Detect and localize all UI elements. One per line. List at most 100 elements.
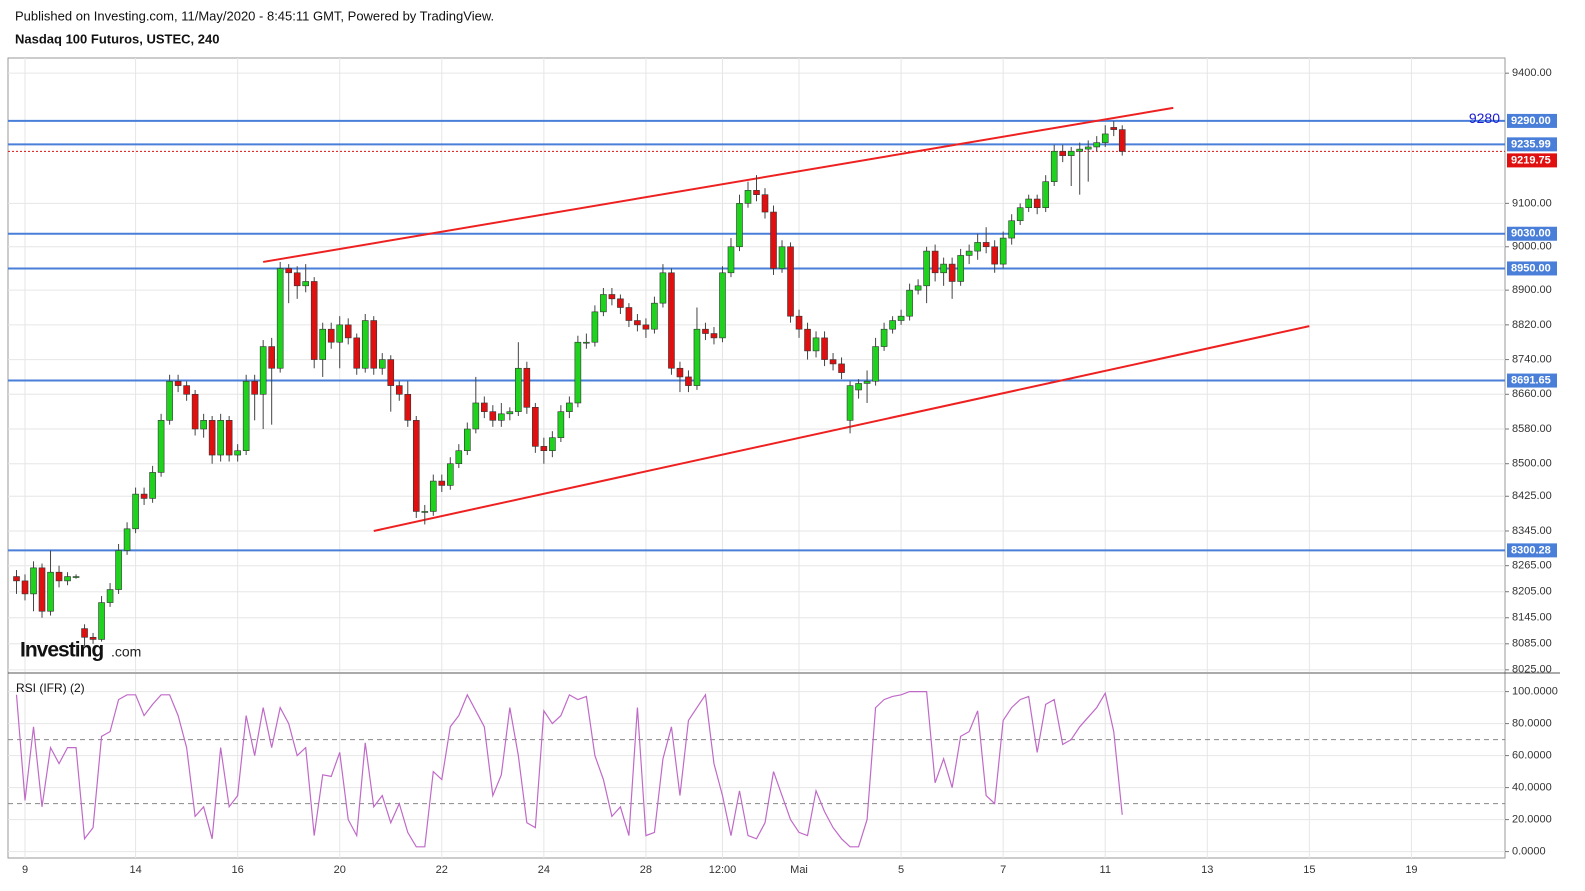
level-label: 9030.00	[1511, 228, 1551, 240]
candle-body	[982, 242, 990, 248]
y-tick-label: 8265.00	[1512, 560, 1552, 572]
candle-body	[395, 385, 403, 395]
candle-body	[81, 628, 88, 638]
candle-body	[1025, 198, 1032, 209]
candle-body	[651, 302, 658, 330]
candle-body	[778, 246, 786, 269]
candle-body	[1101, 133, 1109, 143]
y-tick-label: 8425.00	[1512, 490, 1552, 502]
candle-body	[872, 346, 879, 382]
candle-body	[685, 376, 692, 386]
candle-body	[208, 420, 216, 456]
y-tick-label: 80.0000	[1512, 718, 1552, 730]
candle-body	[736, 203, 743, 248]
candle-body	[540, 446, 548, 451]
candle-body	[710, 333, 718, 339]
candle-body	[761, 194, 769, 213]
candle-body	[157, 420, 165, 473]
candle-body	[242, 380, 250, 451]
level-label: 9235.99	[1511, 138, 1551, 150]
candle-body	[1059, 150, 1067, 156]
level-tag	[1507, 373, 1557, 388]
candle-body	[217, 420, 224, 456]
x-tick-label: 20	[334, 864, 346, 876]
candle-body	[617, 298, 624, 308]
candle-body	[38, 567, 46, 612]
candle-body	[625, 307, 633, 321]
y-tick-label: 8820.00	[1512, 319, 1552, 331]
candle-body	[668, 272, 675, 369]
candle-body	[98, 602, 105, 640]
candle-body	[957, 255, 964, 282]
candle-body	[378, 359, 386, 369]
level-label: 9290.00	[1511, 115, 1551, 127]
candle-body	[276, 268, 284, 369]
candle-body	[948, 263, 956, 282]
y-tick-label: 9400.00	[1512, 67, 1552, 79]
candle-body	[30, 567, 37, 595]
candle-body	[829, 359, 837, 365]
candle-body	[455, 450, 463, 465]
candle-body	[336, 324, 344, 343]
candle-body	[140, 493, 148, 499]
candle-body	[1033, 198, 1041, 209]
y-tick-label: 9000.00	[1512, 241, 1552, 253]
candle-body	[21, 580, 29, 595]
candle-body	[1110, 127, 1118, 130]
candle-body	[1042, 181, 1049, 209]
candle-body	[557, 411, 565, 438]
y-tick-label: 8580.00	[1512, 423, 1552, 435]
candle-body	[1050, 150, 1058, 182]
candle-body	[931, 250, 939, 274]
candle-body	[370, 320, 378, 369]
candle-body	[770, 211, 777, 269]
x-tick-label: 7	[1000, 864, 1006, 876]
trendline	[373, 325, 1310, 532]
last-price-tag	[1507, 153, 1557, 168]
candle-body	[183, 385, 190, 395]
candle-body	[753, 190, 760, 195]
x-tick-label: 9	[22, 864, 28, 876]
candle-body	[583, 341, 590, 344]
level-label: 8950.00	[1511, 262, 1551, 274]
candle-body	[1093, 142, 1101, 148]
logo-suffix: .com	[111, 644, 141, 660]
candle-body	[846, 385, 854, 421]
candle-body	[64, 576, 71, 582]
candle-body	[89, 636, 97, 640]
rsi-line	[15, 691, 1123, 848]
candle-body	[863, 380, 871, 384]
x-tick-label: 12:00	[709, 864, 737, 876]
candle-body	[787, 246, 794, 317]
y-tick-label: 9100.00	[1512, 197, 1552, 209]
candle-body	[13, 576, 20, 582]
y-tick-label: 8660.00	[1512, 388, 1552, 400]
candle-body	[412, 420, 420, 512]
y-tick-label: 0.0000	[1512, 846, 1546, 858]
candle-body	[72, 576, 80, 578]
x-tick-label: 15	[1303, 864, 1315, 876]
candle-body	[1084, 146, 1092, 150]
x-tick-label: Mai	[790, 864, 808, 876]
y-tick-label: 8500.00	[1512, 458, 1552, 470]
candle-body	[464, 428, 471, 451]
candle-body	[498, 413, 505, 421]
candle-body	[591, 311, 599, 343]
y-tick-label: 8145.00	[1512, 612, 1552, 624]
candle-body	[600, 294, 607, 313]
candle-body	[974, 242, 981, 252]
y-tick-label: 8345.00	[1512, 525, 1552, 537]
x-tick-label: 14	[129, 864, 141, 876]
y-tick-label: 100.0000	[1512, 686, 1558, 698]
candle-body	[812, 337, 820, 352]
candle-body	[446, 463, 454, 486]
level-label: 8300.28	[1511, 544, 1551, 556]
candle-body	[285, 268, 292, 274]
candle-body	[642, 324, 650, 330]
candle-body	[880, 328, 888, 347]
candle-body	[523, 367, 531, 408]
candle-body	[906, 289, 913, 317]
candle-body	[353, 337, 361, 369]
